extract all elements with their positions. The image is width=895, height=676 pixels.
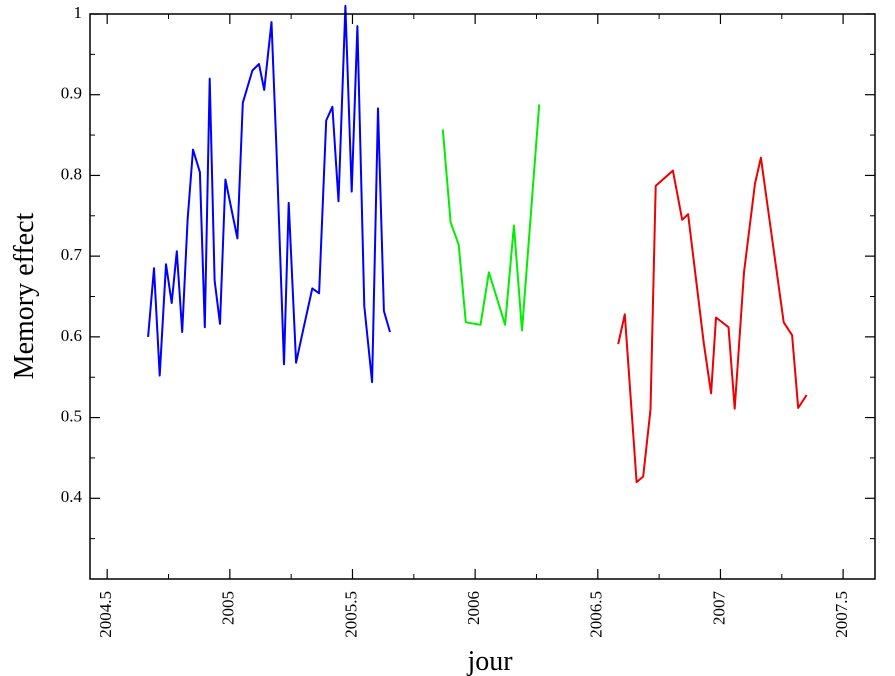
y-tick-label: 1 (74, 3, 83, 22)
x-tick-label: 2006 (464, 591, 483, 625)
x-axis-title: jour (466, 646, 513, 676)
series-line-2 (441, 104, 541, 332)
x-tick-label: 2007 (709, 591, 728, 626)
y-tick-label: 0.5 (61, 406, 82, 425)
series-line-1 (147, 4, 391, 384)
x-tick-label: 2005 (219, 591, 238, 625)
y-tick-label: 0.8 (61, 164, 82, 183)
y-tick-label: 0.9 (61, 84, 82, 103)
x-tick-label: 2007.5 (832, 591, 851, 638)
x-tick-label: 2005.5 (341, 591, 360, 638)
x-tick-label: 2006.5 (587, 591, 606, 638)
x-tick-label: 2004.5 (96, 591, 115, 638)
plot-frame (89, 13, 876, 580)
series-layer (147, 4, 808, 484)
y-tick-label: 0.4 (61, 487, 83, 506)
y-axis-title: Memory effect (9, 212, 40, 379)
series-line-3 (617, 156, 808, 484)
x-axis: 2004.5 2005 2005.5 2006 2006.5 2007 2007.5 (96, 14, 851, 638)
y-tick-label: 0.7 (61, 245, 83, 264)
y-axis: 0.4 0.5 0.6 0.7 0.8 0.9 1 (61, 3, 875, 540)
y-tick-label: 0.6 (61, 326, 82, 345)
